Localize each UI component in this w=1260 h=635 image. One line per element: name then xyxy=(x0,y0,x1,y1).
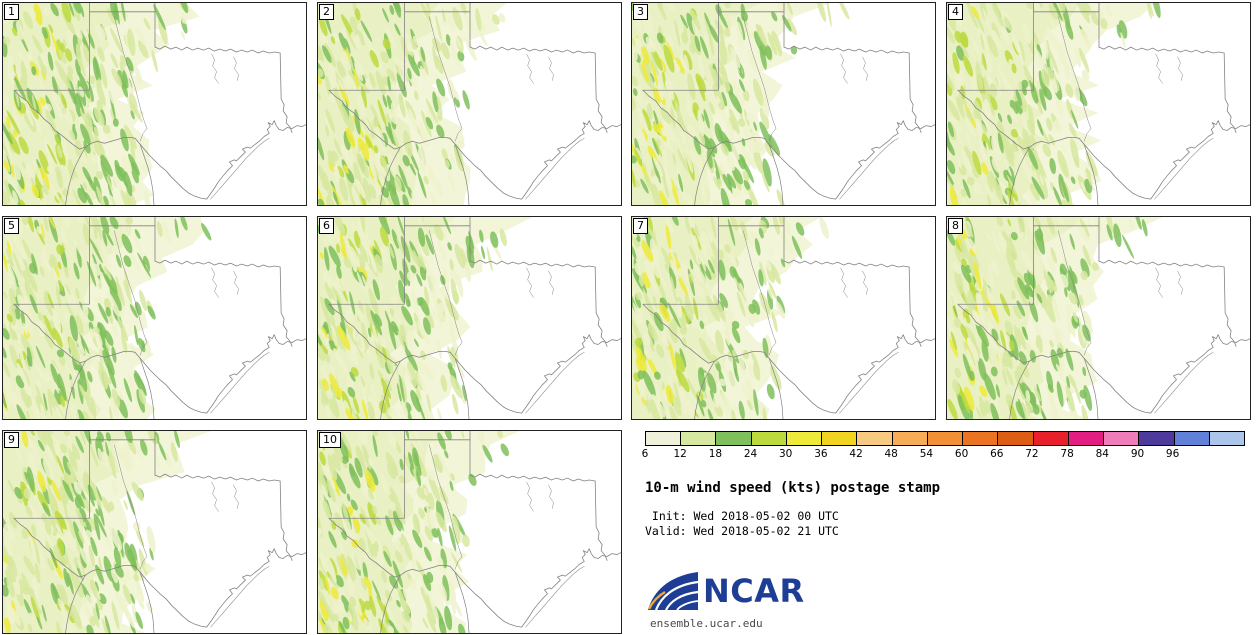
ensemble-member-panel: 3 xyxy=(631,2,936,206)
ensemble-member-panel: 1 xyxy=(2,2,307,206)
colorbar-tick: 84 xyxy=(1095,448,1109,460)
colorbar-segment xyxy=(716,432,752,445)
colorbar-segment xyxy=(822,432,858,445)
colorbar-tick: 6 xyxy=(641,448,649,460)
colorbar-tick: 72 xyxy=(1025,448,1039,460)
colorbar-tick: 24 xyxy=(743,448,758,460)
colorbar-segment xyxy=(1068,432,1105,445)
member-number-label: 2 xyxy=(319,4,334,20)
colorbar-segment xyxy=(927,432,964,445)
member-number-label: 5 xyxy=(4,218,19,234)
colorbar-tick: 60 xyxy=(954,448,969,460)
colorbar-tick-labels: 6 12 18 24 30 36 42 48 54 60 66 72 78 84 90 96 xyxy=(641,448,1260,462)
member-number-label: 3 xyxy=(633,4,648,20)
wind-speed-map xyxy=(318,3,621,205)
wind-speed-colorbar xyxy=(645,431,1245,446)
colorbar-segment xyxy=(1174,432,1210,445)
wind-speed-map xyxy=(3,3,306,205)
member-number-label: 7 xyxy=(633,218,648,234)
figure-title: 10-m wind speed (kts) postage stamp xyxy=(645,480,941,496)
wind-speed-map xyxy=(947,217,1250,419)
ncar-logo-text: NCAR xyxy=(703,572,805,610)
ensemble-member-panel: 6 xyxy=(317,216,622,420)
colorbar-tick: 30 xyxy=(779,448,793,460)
credit-url: ensemble.ucar.edu xyxy=(650,617,763,630)
ensemble-member-panel: 10 xyxy=(317,430,622,634)
ncar-logo-mark xyxy=(647,572,699,611)
colorbar-segment xyxy=(857,432,893,445)
wind-speed-map xyxy=(632,217,935,419)
colorbar-segment xyxy=(751,432,787,445)
ensemble-member-panel: 4 xyxy=(946,2,1251,206)
member-number-label: 8 xyxy=(948,218,963,234)
ensemble-member-panel: 2 xyxy=(317,2,622,206)
ncar-logo: NCAR xyxy=(646,570,805,612)
colorbar-tick: 12 xyxy=(673,448,687,460)
colorbar-segment xyxy=(963,432,999,445)
colorbar-segment xyxy=(646,432,682,445)
valid-time-label: Valid: Wed 2018-05-02 21 UTC xyxy=(645,524,839,538)
colorbar-segment xyxy=(1033,432,1069,445)
colorbar-segment xyxy=(681,432,717,445)
member-number-label: 6 xyxy=(319,218,334,234)
wind-speed-map xyxy=(3,217,306,419)
colorbar-segment xyxy=(998,432,1034,445)
wind-speed-map xyxy=(318,431,621,633)
member-number-label: 10 xyxy=(319,432,341,448)
member-number-label: 1 xyxy=(4,4,19,20)
colorbar-segment xyxy=(1209,432,1244,445)
colorbar-tick: 54 xyxy=(919,448,934,460)
colorbar-tick: 42 xyxy=(849,448,863,460)
colorbar-segment xyxy=(1104,432,1140,445)
colorbar-tick: 48 xyxy=(884,448,898,460)
member-number-label: 4 xyxy=(948,4,963,20)
colorbar-tick: 90 xyxy=(1130,448,1145,460)
init-time-label: Init: Wed 2018-05-02 00 UTC xyxy=(645,509,839,523)
colorbar-tick: 78 xyxy=(1060,448,1074,460)
ensemble-member-panel: 8 xyxy=(946,216,1251,420)
ensemble-member-panel: 7 xyxy=(631,216,936,420)
wind-speed-map xyxy=(632,3,935,205)
colorbar-tick: 96 xyxy=(1165,448,1180,460)
wind-speed-map xyxy=(3,431,306,633)
colorbar-tick: 66 xyxy=(990,448,1004,460)
colorbar-tick: 36 xyxy=(814,448,828,460)
wind-speed-map xyxy=(947,3,1250,205)
ensemble-member-panel: 9 xyxy=(2,430,307,634)
member-number-label: 9 xyxy=(4,432,19,448)
colorbar-segment xyxy=(892,432,928,445)
colorbar-segment xyxy=(1139,432,1175,445)
colorbar-segment xyxy=(786,432,823,445)
wind-speed-map xyxy=(318,217,621,419)
ensemble-member-panel: 5 xyxy=(2,216,307,420)
colorbar-tick: 18 xyxy=(708,448,723,460)
